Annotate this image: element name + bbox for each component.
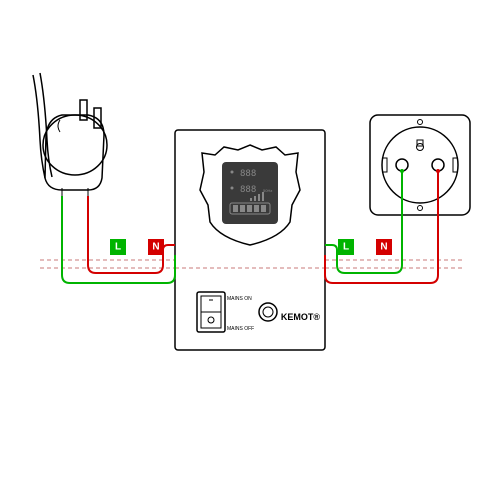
svg-text:L: L	[343, 242, 349, 253]
wiring-diagram: 888 888 50Hz MAINS ON MAIN	[0, 0, 500, 500]
switch-off-label: MAINS OFF	[227, 326, 254, 332]
switch-on-label: MAINS ON	[227, 296, 252, 302]
display-shield: 888 888 50Hz	[200, 145, 300, 245]
mains-plug	[33, 73, 107, 196]
svg-text:L: L	[115, 242, 121, 253]
brand-label: KEMOT®	[281, 312, 320, 322]
wall-socket	[370, 115, 470, 215]
display-line2: 888	[240, 185, 256, 195]
right-terminal-L: L	[338, 239, 354, 255]
left-terminal-L: L	[110, 239, 126, 255]
right-terminal-N: N	[376, 239, 392, 255]
display-line1: 888	[240, 169, 256, 179]
round-button[interactable]	[259, 303, 277, 321]
display-hz: 50Hz	[263, 188, 272, 193]
ups-device: 888 888 50Hz MAINS ON MAIN	[175, 130, 325, 350]
left-terminal-N: N	[148, 239, 164, 255]
svg-text:N: N	[380, 242, 387, 253]
mains-switch[interactable]	[197, 292, 225, 332]
right-wires	[325, 172, 438, 283]
svg-text:N: N	[152, 242, 159, 253]
